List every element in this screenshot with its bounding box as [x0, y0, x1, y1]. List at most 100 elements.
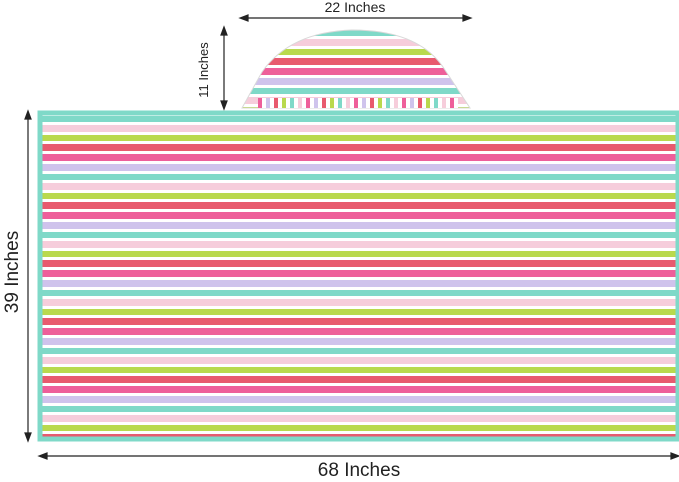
dimension-arrow-bottom — [37, 452, 679, 460]
hood-stripe — [242, 39, 470, 47]
towel-stripe — [39, 125, 679, 133]
towel-stripe — [39, 393, 679, 397]
hood-stripe — [242, 94, 470, 98]
towel-stripe — [39, 354, 679, 358]
towel-stripe — [39, 238, 679, 242]
hood-lining-stripe — [434, 98, 438, 108]
towel-stripe — [39, 406, 679, 413]
towel-stripe — [39, 315, 679, 319]
hood-stripe — [242, 58, 470, 66]
towel-stripe — [39, 199, 679, 203]
towel-stripe — [39, 241, 679, 249]
towel-stripe — [39, 222, 679, 230]
hood-stripe — [242, 85, 470, 89]
towel-stripe — [39, 338, 679, 346]
hood-lining-stripe — [370, 98, 374, 108]
hood-stripe — [242, 55, 470, 59]
towel-stripe — [39, 141, 679, 145]
towel-stripe — [39, 144, 679, 152]
hood-lining-stripe — [262, 98, 266, 108]
hood-lining-stripe — [294, 98, 298, 108]
towel-stripe — [39, 260, 679, 268]
towel-stripe — [39, 132, 679, 136]
hood-lining-stripe — [402, 98, 406, 108]
hood-lining-stripe — [386, 98, 390, 108]
towel-stripe — [39, 422, 679, 426]
towel-stripe — [39, 116, 679, 123]
towel-stripe — [39, 396, 679, 404]
hood-lining-stripe — [286, 98, 290, 108]
towel-stripe — [39, 296, 679, 300]
dimension-arrow-hood — [220, 25, 228, 111]
hood-lining-stripe — [430, 98, 434, 108]
hood-lining-stripe — [266, 98, 270, 108]
towel-stripe — [39, 202, 679, 210]
hood-lining-stripe — [342, 98, 346, 108]
towel-stripe — [39, 270, 679, 278]
towel-stripe — [39, 444, 679, 451]
towel-stripe — [39, 364, 679, 368]
hood-lining-stripe — [274, 98, 278, 108]
towel-stripe — [39, 280, 679, 288]
towel-stripe — [39, 183, 679, 191]
hood-lining-stripe — [278, 98, 282, 108]
towel-stripe — [39, 425, 679, 432]
towel-stripe — [39, 376, 679, 384]
towel-stripe — [39, 335, 679, 339]
hood-lining — [258, 98, 458, 108]
hood-lining-stripe — [322, 98, 326, 108]
towel-stripe — [39, 415, 679, 423]
hood-stripe — [242, 88, 470, 95]
hood-lining-stripe — [270, 98, 274, 108]
hood-lining-stripe — [378, 98, 382, 108]
towel-stripe — [39, 345, 679, 349]
hood-lining-stripe — [282, 98, 286, 108]
towel-stripe — [39, 386, 679, 394]
towel-stripe — [39, 212, 679, 220]
hood-stripe — [242, 75, 470, 79]
hood-stripe — [242, 36, 470, 40]
hood-lining-stripe — [418, 98, 422, 108]
towel-stripe — [39, 412, 679, 416]
hood-lining-stripe — [438, 98, 442, 108]
hood-stripe — [242, 30, 470, 37]
hood-lining-stripe — [298, 98, 302, 108]
hood-lining-stripe — [362, 98, 366, 108]
towel-border — [37, 110, 679, 442]
towel-stripe — [39, 151, 679, 155]
towel-stripe — [39, 290, 679, 297]
towel-stripe — [39, 267, 679, 271]
towel-height-label: 39 Inches — [2, 230, 23, 314]
hood-lining-stripe — [454, 98, 458, 108]
hood-stripe — [242, 78, 470, 86]
towel-stripe — [39, 174, 679, 181]
towel-stripe — [39, 299, 679, 307]
towel-stripe — [39, 171, 679, 175]
hood-lining-stripe — [334, 98, 338, 108]
hood-stripe — [242, 49, 470, 56]
towel-stripe — [39, 122, 679, 126]
towel-stripe — [39, 431, 679, 435]
hood-lining-stripe — [346, 98, 350, 108]
hood-lining-stripe — [290, 98, 294, 108]
hood-lining-stripe — [406, 98, 410, 108]
hood-lining-stripe — [426, 98, 430, 108]
towel-stripe — [39, 383, 679, 387]
hood-lining-stripe — [326, 98, 330, 108]
hood-lining-stripe — [310, 98, 314, 108]
towel-stripe — [39, 180, 679, 184]
towel-stripe — [39, 219, 679, 223]
towel-stripe — [39, 367, 679, 374]
hood-lining-stripe — [398, 98, 402, 108]
hood-height-label: 11 Inches — [196, 42, 211, 98]
hood-lining-stripe — [366, 98, 370, 108]
dimension-arrow-left — [24, 109, 32, 443]
hood-lining-stripe — [354, 98, 358, 108]
towel-stripe — [39, 161, 679, 165]
towel-stripe — [39, 135, 679, 142]
towel-stripe — [39, 318, 679, 326]
towel-stripe — [39, 193, 679, 200]
hood-lining-stripe — [442, 98, 446, 108]
towel-stripe — [39, 325, 679, 329]
hood-lining-stripe — [414, 98, 418, 108]
